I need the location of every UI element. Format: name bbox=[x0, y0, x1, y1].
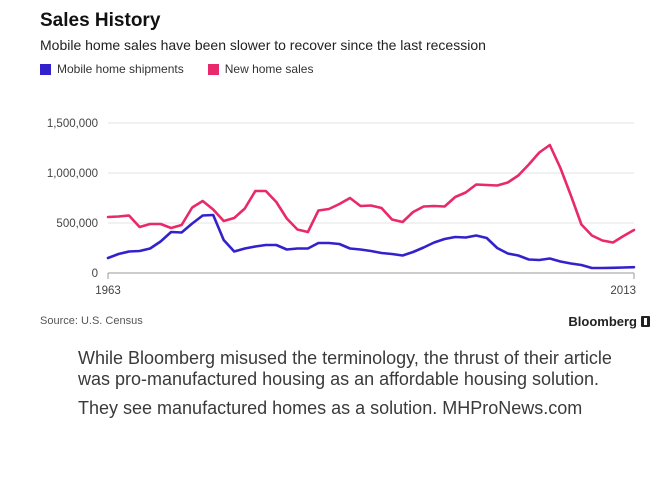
y-tick-label: 1,000,000 bbox=[47, 168, 98, 180]
bloomberg-icon bbox=[641, 316, 650, 327]
chart-legend: Mobile home shipments New home sales bbox=[40, 62, 337, 76]
x-tick-label: 1963 bbox=[95, 285, 121, 297]
brand-name: Bloomberg bbox=[568, 314, 637, 329]
legend-item-mobile-home-shipments: Mobile home shipments bbox=[40, 62, 184, 76]
legend-swatch-new-home-sales bbox=[207, 63, 219, 75]
chart-source: Source: U.S. Census bbox=[40, 315, 143, 327]
legend-label-new-home-sales: New home sales bbox=[224, 62, 314, 76]
series-line-mobile-home-shipments bbox=[106, 213, 636, 270]
chart-title: Sales History bbox=[40, 10, 161, 31]
chart-subtitle: Mobile home sales have been slower to re… bbox=[40, 37, 486, 53]
y-tick-label: 500,000 bbox=[56, 218, 98, 230]
line-chart: 0 500,000 1,000,000 1,500,000 1963 2013 bbox=[47, 118, 636, 297]
y-tick-label: 1,500,000 bbox=[47, 118, 98, 130]
bloomberg-logo: Bloomberg bbox=[568, 314, 650, 329]
y-tick-label: 0 bbox=[92, 268, 98, 280]
caption-line-2: They see manufactured homes as a solutio… bbox=[78, 398, 583, 418]
caption-line-1: While Bloomberg misused the terminology,… bbox=[78, 348, 612, 389]
x-tick-label: 2013 bbox=[610, 285, 636, 297]
legend-item-new-home-sales: New home sales bbox=[207, 62, 314, 76]
legend-label-mobile-home-shipments: Mobile home shipments bbox=[57, 62, 184, 76]
caption: While Bloomberg misused the terminology,… bbox=[78, 348, 618, 427]
series-line-new-home-sales bbox=[106, 143, 636, 244]
legend-swatch-mobile-home-shipments bbox=[40, 63, 51, 75]
